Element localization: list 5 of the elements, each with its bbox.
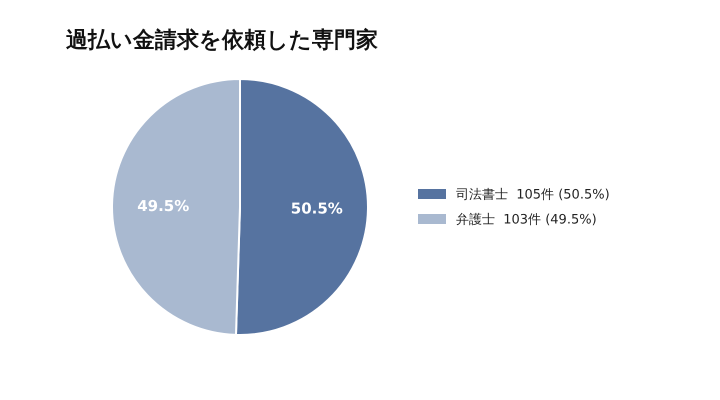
chart-title: 過払い金請求を依頼した専門家	[66, 27, 378, 53]
data-label: 50.5%	[290, 199, 343, 218]
legend-label: 司法書士 105件 (50.5%)	[456, 188, 610, 203]
legend-label: 弁護士 103件 (49.5%)	[456, 212, 597, 228]
data-label: 49.5%	[137, 197, 190, 216]
